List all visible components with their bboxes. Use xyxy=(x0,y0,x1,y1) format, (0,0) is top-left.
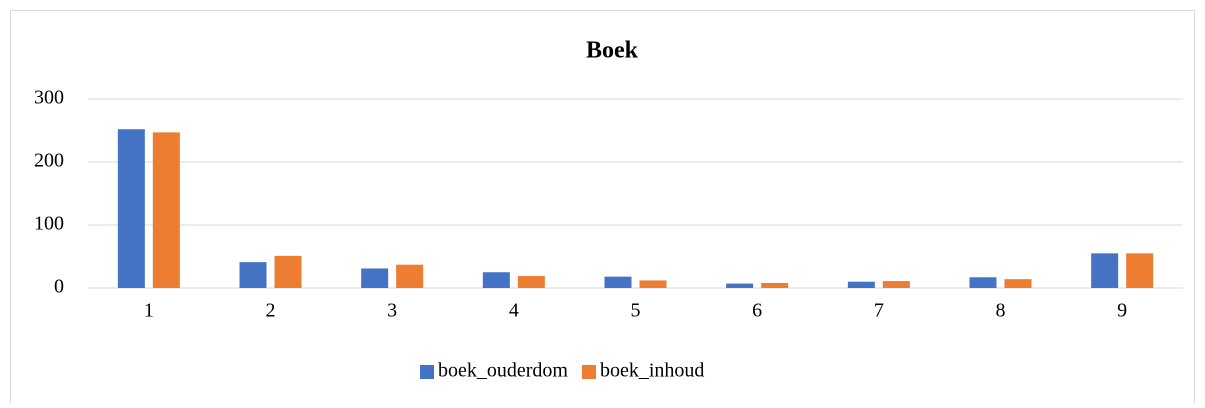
legend-swatch xyxy=(420,365,434,379)
legend-swatch xyxy=(581,365,596,379)
chart-frame xyxy=(10,10,1195,408)
y-tick-label: 0 xyxy=(54,276,64,298)
bar xyxy=(396,264,424,288)
bar xyxy=(604,276,632,288)
legend-label: boek_inhoud xyxy=(600,360,704,382)
bar xyxy=(639,280,667,288)
y-tick-label: 200 xyxy=(34,150,64,172)
x-tick-label: 1 xyxy=(144,300,154,322)
x-tick-label: 8 xyxy=(996,300,1006,322)
bar xyxy=(847,281,875,288)
bar xyxy=(969,277,997,288)
bar xyxy=(239,262,267,288)
bar xyxy=(482,272,510,288)
bar xyxy=(274,255,302,288)
x-tick-label: 6 xyxy=(752,300,762,322)
x-tick-label: 3 xyxy=(387,300,397,322)
bar xyxy=(152,132,180,288)
bar xyxy=(517,276,545,288)
y-tick-label: 300 xyxy=(34,87,64,109)
bar xyxy=(1126,253,1154,288)
bar xyxy=(1091,253,1119,288)
bar xyxy=(726,283,754,288)
legend-label: boek_ouderdom xyxy=(438,360,568,382)
chart-title: Boek xyxy=(586,38,639,64)
bar xyxy=(1004,279,1032,288)
bar xyxy=(117,129,145,288)
x-tick-label: 9 xyxy=(1117,300,1127,322)
bar xyxy=(761,282,789,288)
y-tick-label: 100 xyxy=(34,213,64,235)
bar xyxy=(361,268,389,288)
x-tick-label: 2 xyxy=(266,300,276,322)
x-tick-label: 5 xyxy=(631,300,641,322)
x-tick-label: 4 xyxy=(509,300,519,322)
bar xyxy=(882,281,910,288)
x-tick-label: 7 xyxy=(874,300,884,322)
